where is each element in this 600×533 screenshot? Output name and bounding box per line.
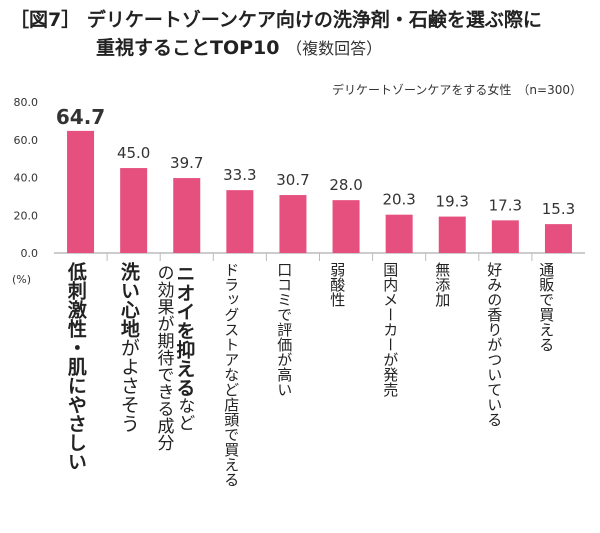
category-label-3: ニオイを抑えるなど の効果が期待できる成分 [153,264,196,451]
category-label-9: 好みの香りがついている [485,262,504,427]
category-label-8: 無添加 [433,262,452,307]
bar-5 [279,195,307,253]
bar-4 [226,190,254,253]
value-label-6: 28.0 [329,176,362,194]
category-label-3-line1: ニオイを抑えるなど [173,264,196,431]
bar-1 [67,130,95,253]
bar-3 [173,178,201,253]
category-label-10: 通販で買える [537,262,556,352]
value-label-7: 20.3 [382,191,415,209]
category-label-3-line2: の効果が期待できる成分 [153,264,174,451]
y-tick-label: 40.0 [14,172,39,185]
value-label-3: 39.7 [170,154,203,172]
bar-7 [385,214,413,253]
bar-2 [120,168,148,253]
y-tick-label: 60.0 [14,134,39,147]
bar-8 [438,216,466,253]
title-line2: 重視することTOP10 [96,37,280,59]
bar-6 [332,200,360,253]
y-unit-label: (%) [12,273,31,286]
category-label-6: 弱酸性 [328,262,347,307]
value-label-2: 45.0 [117,144,150,162]
bar-10 [544,224,572,253]
bar-9 [491,220,519,253]
y-tick-label: 20.0 [14,209,39,222]
y-tick-label: 0.0 [21,247,39,260]
category-label-2: 洗い心地がよさそう [117,262,140,433]
category-label-4: ドラッグストアなど店頭で買える [222,262,241,487]
value-label-5: 30.7 [276,171,309,189]
value-label-8: 19.3 [436,193,469,211]
category-label-2-rest: がよさそう [117,338,140,433]
category-label-2-emphasis: 洗い心地 [117,262,140,338]
category-label-1: 低刺激性・肌にやさしい [64,262,87,471]
title-line1: ［図7］ デリケートゾーンケア向けの洗浄剤・石鹸を選ぶ際に [10,9,542,31]
category-label-5: 口コミで評価が高い [275,262,294,397]
value-label-10: 15.3 [542,200,575,218]
title-note: （複数回答） [286,39,383,58]
value-label-4: 33.3 [223,166,256,184]
value-label-1: 64.7 [56,105,105,129]
value-label-9: 17.3 [489,196,522,214]
y-tick-label: 80.0 [14,96,39,109]
category-label-7: 国内メーカーが発売 [381,262,400,397]
sample-label: デリケートゾーンケアをする女性 （n=300） [332,83,582,97]
chart-title: ［図7］ デリケートゾーンケア向けの洗浄剤・石鹸を選ぶ際に 重視することTOP1… [10,6,595,63]
